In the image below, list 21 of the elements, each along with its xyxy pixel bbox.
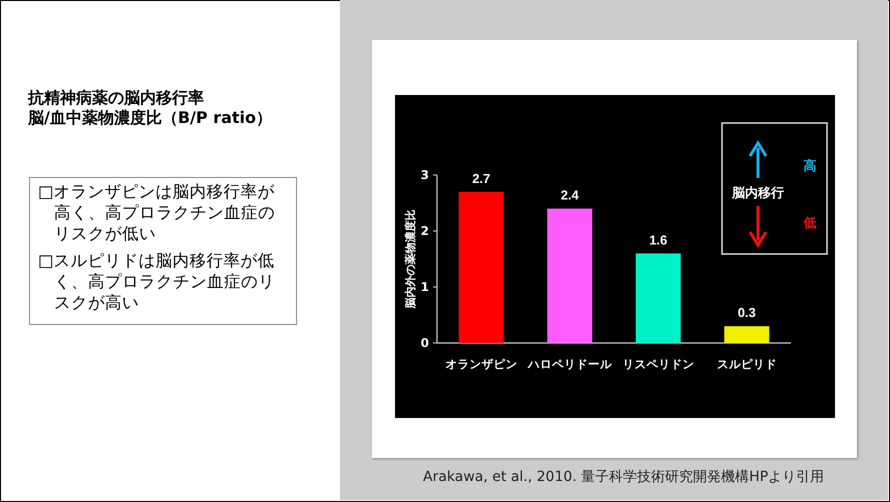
y-axis-title: 脳内外の薬物濃度比 [404,210,417,310]
data-label: 2.4 [560,188,580,203]
text: 高 [804,158,816,174]
data-label: 2.7 [472,170,490,186]
x-tick-label: ハロペリドール [526,357,613,371]
y-tick-label: 1 [420,280,429,294]
text: □オランザピンは脳内移行率が高く、高プロラクチン血症のリスクが低い [38,181,276,244]
y-tick-label: 3 [420,168,429,182]
text: 脳/血中薬物濃度比（B/P ratio） [28,108,272,128]
text: Arakawa, et al., 2010. 量子科学技術研究開発機構HPより引用 [423,468,824,486]
text: 抗精神病薬の脳内移行率 [28,88,205,108]
x-tick-label: スルピリド [716,357,777,371]
data-label: 0.3 [738,305,756,320]
y-tick-label: 2 [420,224,429,238]
x-tick-label: リスペリドン [622,357,694,371]
annotation: 脳内移行 [731,186,784,201]
text: □スルピリドは脳内移行率が低く、高プロラクチン血症のリスクが高い [38,250,276,313]
x-tick-label: オランザピン [445,357,518,371]
data-label: 1.6 [649,232,668,248]
text: 低 [802,216,816,231]
y-tick-label: 0 [420,336,429,350]
